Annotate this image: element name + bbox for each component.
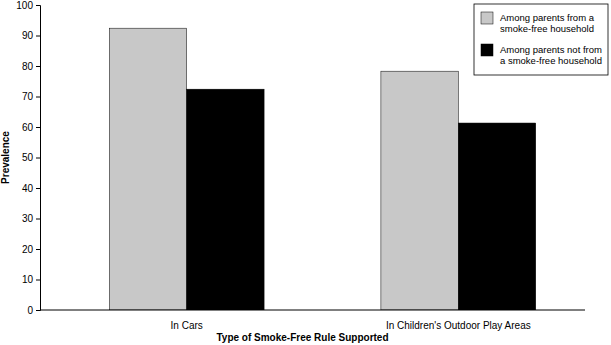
legend-label: Among parents not froma smoke-free house…: [500, 44, 602, 66]
y-tick: 0: [27, 305, 40, 316]
y-tick-mark: [36, 36, 40, 37]
y-tick-label: 80: [22, 61, 34, 72]
y-tick: 80: [22, 61, 40, 72]
y-tick-mark: [36, 158, 40, 159]
y-tick-label: 10: [22, 274, 34, 285]
y-tick-mark: [36, 280, 40, 281]
legend-box: [474, 4, 608, 75]
y-tick-mark: [36, 188, 40, 189]
y-tick-mark: [36, 66, 40, 67]
y-tick-label: 50: [22, 152, 34, 163]
bar: [381, 71, 458, 310]
y-axis-title: Prevalence: [0, 131, 11, 184]
x-tick-label: In Cars: [171, 320, 203, 331]
y-tick-mark: [36, 5, 40, 6]
x-tick: In Children's Outdoor Play Areas: [386, 320, 531, 331]
y-tick: 20: [22, 244, 40, 255]
x-axis: In Cars In Children's Outdoor Play Areas: [40, 310, 585, 331]
legend-label: Among parents from asmoke-free household: [500, 12, 595, 34]
y-tick-label: 30: [22, 213, 34, 224]
y-axis-line: [36, 6, 41, 311]
y-tick-label: 60: [22, 122, 34, 133]
y-tick-label: 100: [16, 0, 33, 11]
y-tick-label: 20: [22, 244, 34, 255]
bar: [187, 89, 264, 310]
y-tick-mark: [36, 219, 40, 220]
bars: [109, 28, 535, 310]
y-tick: 50: [22, 152, 40, 163]
legend-swatch: [481, 12, 493, 24]
x-tick: In Cars: [171, 320, 203, 331]
y-tick: 10: [22, 274, 40, 285]
y-tick-mark: [36, 97, 40, 98]
y-tick-label: 0: [27, 305, 33, 316]
x-axis-line: [40, 310, 585, 311]
x-tick-label: In Children's Outdoor Play Areas: [386, 320, 531, 331]
legend: Among parents from asmoke-free household…: [474, 4, 608, 75]
chart: 0 10 20 30 40 50 60 70 80 90 100 In Cars In Children…: [0, 0, 611, 345]
y-tick-label: 40: [22, 183, 34, 194]
y-tick-label: 70: [22, 91, 34, 102]
y-axis: 0 10 20 30 40 50 60 70 80 90 100: [16, 0, 40, 316]
y-tick: 100: [16, 0, 40, 11]
y-tick-label: 90: [22, 30, 34, 41]
y-tick: 90: [22, 30, 40, 41]
y-tick: 40: [22, 183, 40, 194]
y-tick: 30: [22, 213, 40, 224]
y-tick: 70: [22, 91, 40, 102]
y-tick-mark: [36, 310, 40, 311]
x-axis-title: Type of Smoke-Free Rule Supported: [216, 332, 388, 343]
y-tick: 60: [22, 122, 40, 133]
legend-swatch: [481, 44, 493, 56]
bar: [109, 28, 186, 310]
y-tick-mark: [36, 249, 40, 250]
y-tick-mark: [36, 127, 40, 128]
bar: [458, 123, 535, 310]
